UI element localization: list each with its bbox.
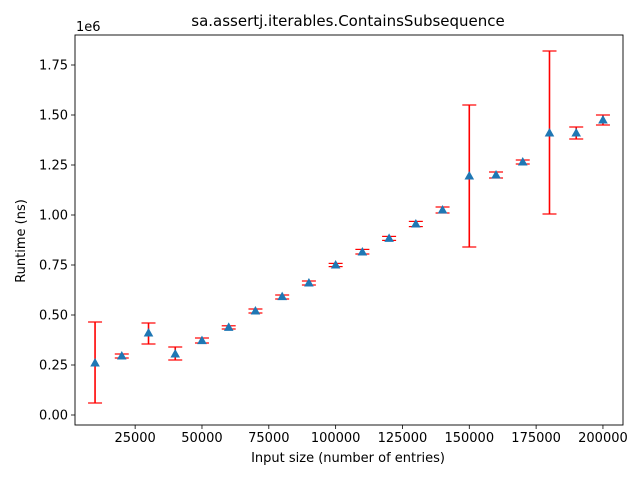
data-point	[197, 335, 207, 345]
data-point	[437, 205, 448, 214]
data-point	[143, 328, 154, 337]
data-point	[357, 247, 368, 256]
data-point	[598, 115, 608, 124]
ticks: 25000 50000 75000 100000 125000 150000 175000 2…	[39, 59, 628, 447]
data-point	[90, 358, 100, 367]
x-axis-label: Input size (number of entries)	[251, 451, 445, 466]
data-point	[464, 171, 475, 180]
y-axis-label: Runtime (ns)	[14, 199, 29, 283]
y-offset-label: 1e6	[76, 20, 101, 35]
plot-frame	[74, 34, 624, 426]
x-tick-label: 175000	[511, 431, 561, 446]
x-tick-label: 150000	[444, 431, 494, 446]
x-tick-label: 50000	[181, 431, 222, 446]
data-point	[250, 306, 261, 315]
y-tick-label: 1.00	[39, 209, 68, 224]
data-point	[116, 351, 127, 360]
x-tick-label: 100000	[311, 431, 361, 446]
markers	[90, 115, 608, 367]
y-tick-label: 0.75	[39, 259, 68, 274]
axes	[74, 34, 624, 426]
y-tick-label: 0.25	[39, 359, 68, 374]
errorbars	[88, 50, 610, 404]
data-point	[491, 170, 501, 179]
chart-title: sa.assertj.iterables.ContainsSubsequence	[191, 12, 505, 30]
data-point	[411, 219, 421, 228]
x-tick-label: 200000	[578, 431, 628, 446]
y-tick-label: 1.50	[39, 109, 68, 124]
y-tick-label: 0.00	[39, 409, 68, 424]
data-point	[571, 128, 582, 137]
y-tick-label: 0.50	[39, 309, 68, 324]
x-tick-label: 125000	[378, 431, 428, 446]
data-point	[304, 278, 314, 287]
data-point	[170, 349, 181, 358]
data-point	[277, 291, 287, 301]
y-tick-label: 1.25	[39, 159, 68, 174]
data-point	[544, 128, 555, 137]
data-point	[330, 260, 341, 269]
x-tick-label: 75000	[248, 431, 289, 446]
data-point	[223, 322, 234, 331]
x-tick-label: 25000	[114, 431, 155, 446]
data-point	[384, 233, 394, 242]
data-point	[517, 157, 528, 166]
y-tick-label: 1.75	[39, 59, 68, 74]
